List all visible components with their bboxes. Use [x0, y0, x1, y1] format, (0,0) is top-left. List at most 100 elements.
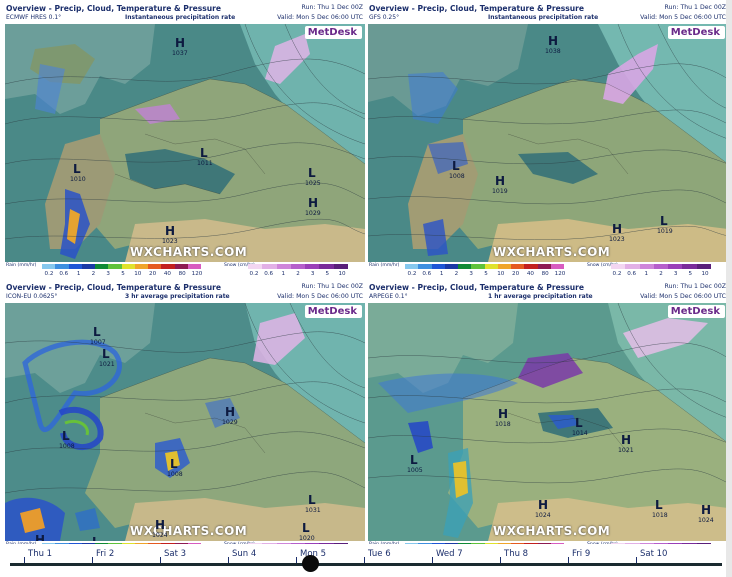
timeline-day[interactable]: Wed 7: [436, 549, 463, 559]
timeline-tick: [160, 557, 161, 563]
pressure-value: 1020: [299, 535, 315, 541]
run-time: Run: Thu 1 Dec 00Z: [664, 283, 726, 290]
timeline-day[interactable]: Fri 2: [96, 549, 115, 559]
pressure-value: 1029: [222, 419, 238, 426]
pressure-value: 1007: [90, 339, 106, 346]
timeline-track[interactable]: [10, 563, 722, 566]
timeline-day[interactable]: Mon 5: [300, 549, 327, 559]
metdesk-logo: MetDesk: [667, 26, 725, 39]
panel-header: Overview - Precip, Cloud, Temperature & …: [5, 4, 365, 24]
rain-tick-label: 20: [149, 271, 157, 277]
low-pressure-marker: L: [660, 214, 668, 228]
model-name: ECMWF HRES 0.1°: [6, 14, 62, 21]
wxcharts-watermark: WXCHARTS.COM: [130, 245, 248, 259]
pressure-value: 1024: [152, 532, 168, 539]
timeline-day[interactable]: Thu 8: [504, 549, 529, 559]
valid-time: Valid: Mon 5 Dec 06:00 UTC: [640, 293, 726, 300]
rain-color-swatch: [161, 264, 175, 269]
model-panel-arpege: Overview - Precip, Cloud, Temperature & …: [368, 283, 728, 563]
snow-tick-label: 0.6: [627, 271, 637, 277]
rain-color-swatch: [471, 264, 485, 269]
timeline-day[interactable]: Fri 9: [572, 549, 591, 559]
snow-color-swatch: [248, 264, 263, 269]
metdesk-logo: MetDesk: [304, 305, 362, 318]
rain-tick-label: 3: [106, 271, 110, 277]
rain-tick-label: 40: [163, 271, 171, 277]
low-pressure-marker: L: [170, 457, 178, 471]
snow-color-swatch: [668, 264, 683, 269]
timeline-tick: [24, 557, 25, 563]
snow-color-swatch: [611, 264, 626, 269]
pressure-value: 1011: [197, 160, 213, 167]
forecast-timeline[interactable]: Thu 1 Fri 2 Sat 3 Sun 4 Mon 5 Tue 6 Wed 7 Thu 8…: [0, 544, 732, 577]
timeline-day[interactable]: Tue 6: [368, 549, 391, 559]
pressure-value: 1029: [305, 210, 321, 217]
weather-map: MetDesk WXCHARTS.COM H 1038 L 1008 H 1019 H 102…: [368, 24, 728, 262]
rain-color-swatch: [418, 264, 432, 269]
rain-tick-label: 10: [497, 271, 505, 277]
low-pressure-marker: L: [93, 325, 101, 339]
window-edge: [726, 0, 732, 577]
high-pressure-marker: H: [175, 36, 186, 50]
snow-color-swatch: [653, 264, 669, 269]
snow-color-swatch: [625, 264, 640, 269]
timeline-day[interactable]: Sun 4: [232, 549, 257, 559]
pressure-value: 1023: [609, 236, 625, 243]
high-pressure-marker: H: [308, 196, 319, 210]
rain-color-swatch: [458, 264, 472, 269]
timeline-day[interactable]: Sat 10: [640, 549, 668, 559]
snow-color-swatch: [639, 264, 654, 269]
rain-color-swatch: [121, 264, 135, 269]
snow-color-swatch: [276, 264, 291, 269]
run-time: Run: Thu 1 Dec 00Z: [301, 283, 363, 290]
timeline-day[interactable]: Sat 3: [164, 549, 187, 559]
pressure-value: 1018: [495, 421, 511, 428]
model-name: ICON-EU 0.0625°: [6, 293, 58, 300]
high-pressure-marker: H: [225, 405, 236, 419]
panel-header: Overview - Precip, Cloud, Temperature & …: [368, 283, 728, 303]
rain-tick-label: 5: [121, 271, 125, 277]
model-panel-ecmwf: Overview - Precip, Cloud, Temperature & …: [5, 4, 365, 284]
rain-tick-label: 0.6: [59, 271, 69, 277]
low-pressure-marker: L: [575, 416, 583, 430]
low-pressure-marker: L: [655, 498, 663, 512]
rain-color-swatch: [134, 264, 148, 269]
metdesk-logo: MetDesk: [304, 26, 362, 39]
pressure-value: 1008: [59, 443, 75, 450]
map-graphic: [368, 303, 728, 541]
high-pressure-marker: H: [701, 503, 712, 517]
snow-tick-label: 3: [310, 271, 315, 277]
pressure-value: 1021: [99, 361, 115, 368]
wxcharts-watermark: WXCHARTS.COM: [493, 245, 611, 259]
low-pressure-marker: L: [308, 166, 316, 180]
run-time: Run: Thu 1 Dec 00Z: [664, 4, 726, 11]
timeline-tick: [228, 557, 229, 563]
precip-type: 3 hr average precipitation rate: [125, 293, 230, 300]
snow-color-swatch: [682, 264, 697, 269]
snow-tick-label: 0.2: [249, 271, 259, 277]
timeline-slider-handle[interactable]: [302, 555, 319, 572]
timeline-day[interactable]: Thu 1: [28, 549, 53, 559]
rain-color-swatch: [68, 264, 82, 269]
rain-tick-label: 120: [191, 271, 203, 277]
snow-tick-label: 10: [338, 271, 346, 277]
panel-title: Overview - Precip, Cloud, Temperature & …: [369, 283, 585, 292]
low-pressure-marker: L: [308, 493, 316, 507]
rain-tick-label: 2: [91, 271, 96, 277]
rain-color-bar: [405, 264, 564, 269]
timeline-tick: [92, 557, 93, 563]
rain-tick-label: 1: [439, 271, 444, 277]
pressure-value: 1023: [162, 238, 178, 245]
snow-tick-label: 5: [688, 271, 693, 277]
rain-color-bar: [42, 264, 201, 269]
snow-color-bar: [611, 264, 711, 269]
snow-tick-label: 2: [659, 271, 663, 277]
model-name: GFS 0.25°: [369, 14, 400, 21]
snow-tick-label: 3: [673, 271, 678, 277]
model-name: ARPEGE 0.1°: [369, 293, 408, 300]
low-pressure-marker: L: [410, 453, 418, 467]
pressure-value: 1008: [167, 471, 183, 478]
panel-header: Overview - Precip, Cloud, Temperature & …: [368, 4, 728, 24]
snow-tick-label: 5: [325, 271, 330, 277]
